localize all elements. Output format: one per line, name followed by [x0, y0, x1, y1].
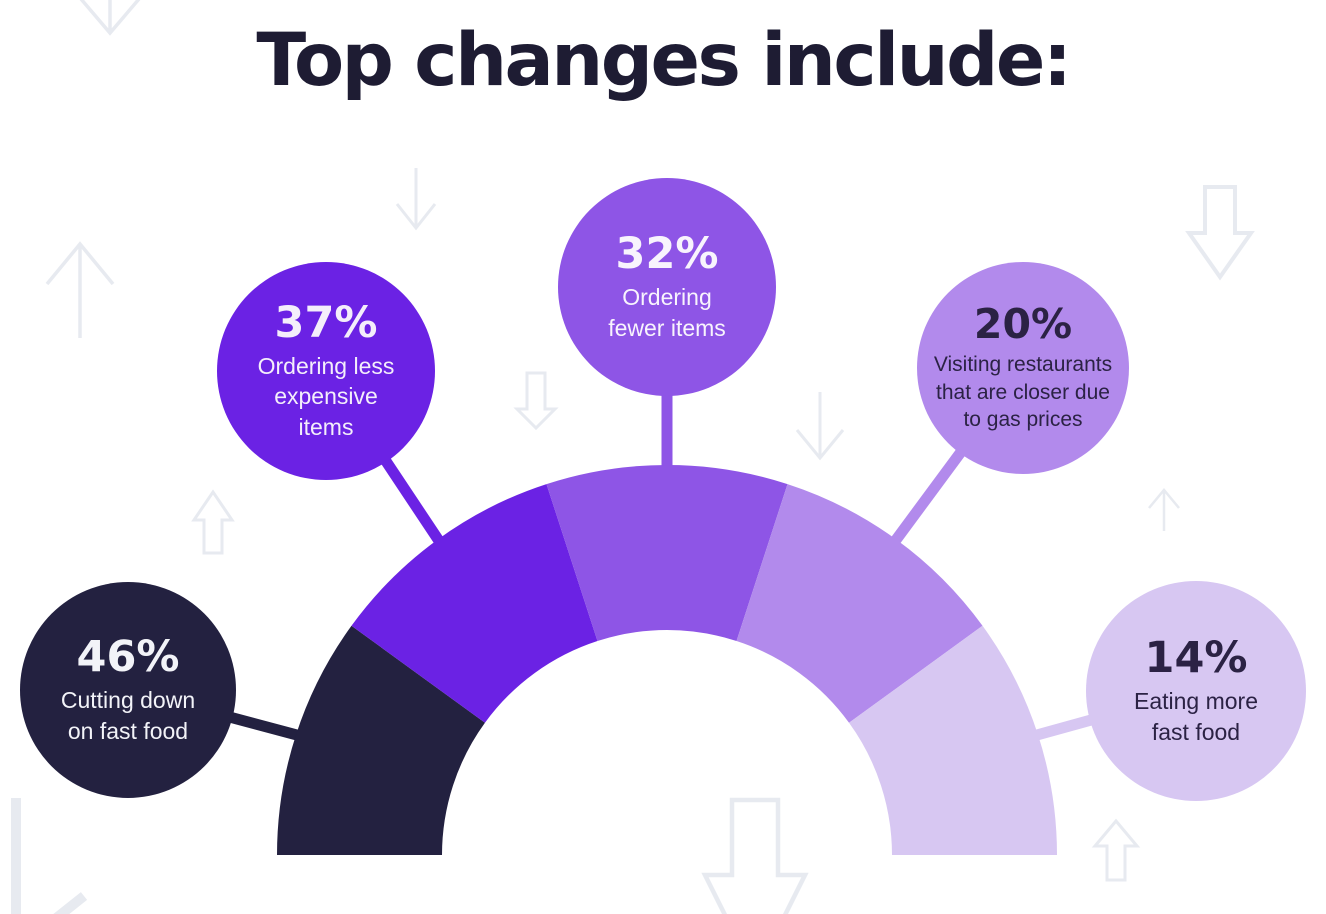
- gauge-segment-20: [736, 484, 983, 723]
- background-arrow-down-icon: [701, 797, 809, 914]
- background-arrow-up-icon: [191, 489, 235, 555]
- stat-value: 46%: [76, 631, 180, 682]
- gauge-segment-37: [351, 484, 598, 723]
- stat-bubble-cutting-down-on-fast-food: 46% Cutting down on fast food: [20, 582, 236, 798]
- stat-bubble-eating-more-fast-food: 14% Eating more fast food: [1086, 581, 1306, 801]
- gauge-segment-46: [277, 625, 485, 855]
- background-arrow-up-icon: [1091, 818, 1141, 882]
- background-arrow-down-icon: [79, 0, 141, 36]
- background-arrow-down-icon: [395, 168, 437, 231]
- stat-value: 14%: [1144, 632, 1248, 683]
- stat-label: Ordering fewer items: [608, 284, 726, 341]
- stat-value: 20%: [973, 299, 1073, 348]
- stat-label: Eating more fast food: [1133, 688, 1258, 745]
- background-arrow-up-icon: [45, 241, 115, 338]
- background-arrow-down-icon: [795, 392, 845, 461]
- stat-bubble-visiting-closer-restaurants: 20% Visiting restaurants that are closer…: [917, 262, 1129, 474]
- gauge-segment-32: [546, 465, 788, 642]
- background-arrow-down-icon: [1185, 185, 1255, 281]
- gauge-segment-14: [849, 625, 1058, 855]
- background-arrow-down-icon: [513, 371, 559, 431]
- stat-label: Cutting down on fast food: [60, 687, 196, 744]
- page-title: Top changes include:: [256, 18, 1072, 103]
- background-arrow-up-icon: [1148, 488, 1180, 531]
- stat-value: 32%: [615, 228, 719, 279]
- stat-bubble-ordering-fewer-items: 32% Ordering fewer items: [558, 178, 776, 396]
- stat-label: Visiting restaurants that are closer due…: [933, 352, 1113, 432]
- stat-bubble-ordering-less-expensive-items: 37% Ordering less expensive items: [217, 262, 435, 480]
- background-arrow-down-icon: [11, 798, 88, 914]
- stat-label: Ordering less expensive items: [257, 353, 395, 440]
- stat-value: 37%: [274, 297, 378, 348]
